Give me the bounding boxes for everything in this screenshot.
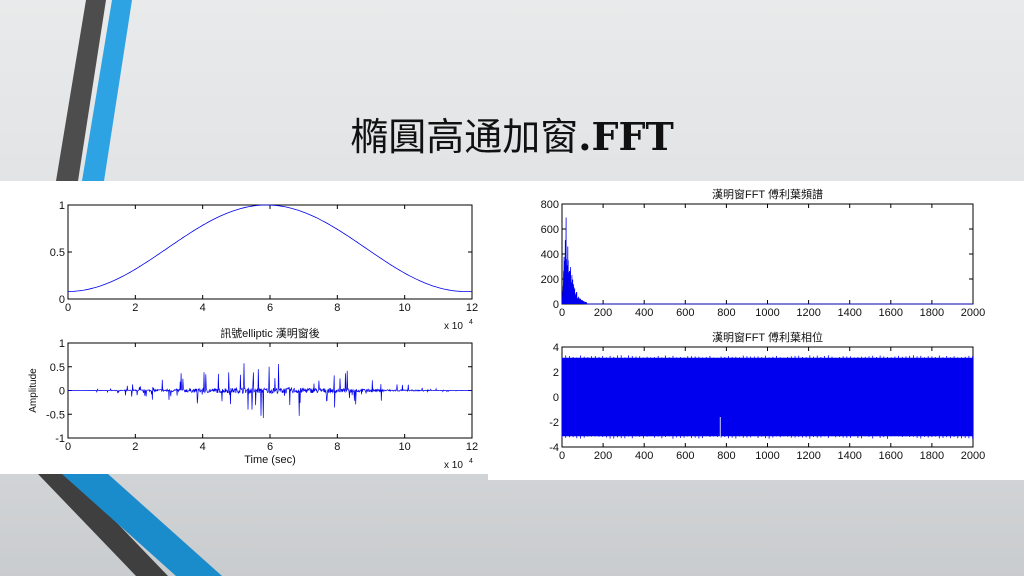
y-tick-label: -0.5 — [46, 409, 65, 421]
left-figure-panel: 0 2 4 6 8 10 12 0 0.5 1 x 10 4 0 2 4 6 8 10 12 -1 -0.5 0 0.5 1 訊… — [0, 181, 488, 474]
x-tick-label: 1800 — [920, 450, 944, 462]
x-tick-label: 0 — [559, 450, 565, 462]
y-tick-label: 1 — [59, 338, 65, 350]
x-tick-label: 2 — [132, 302, 138, 314]
right-figure-panel: 0 200 400 600 800 1000 1200 1400 1600 1800 2000 0 20… — [488, 181, 1024, 480]
x-tick-label: 4 — [200, 441, 206, 453]
x-tick-label: 6 — [267, 441, 273, 453]
series-line — [68, 363, 472, 419]
x-tick-label: 12 — [466, 302, 478, 314]
x-tick-label: 1600 — [879, 307, 903, 319]
x-multiplier-exponent: 4 — [469, 319, 473, 326]
y-tick-label: 0 — [553, 299, 559, 311]
chart-title: 訊號elliptic 漢明窗後 — [220, 326, 320, 340]
chart-4: 0 200 400 600 800 1000 1200 1400 1600 1800 2000 -4 -… — [549, 330, 985, 462]
left-figure-svg: 0 2 4 6 8 10 12 0 0.5 1 x 10 4 0 2 4 6 8 10 12 -1 -0.5 0 0.5 1 訊… — [28, 200, 478, 471]
y-axis-label: Amplitude — [28, 368, 39, 413]
phase-fill — [562, 357, 973, 437]
chart-title: 漢明窗FFT 傅利葉頻譜 — [712, 187, 823, 201]
x-tick-label: 200 — [594, 307, 612, 319]
x-tick-label: 10 — [399, 441, 411, 453]
y-tick-label: -4 — [549, 442, 559, 454]
x-axis-label: Time (sec) — [244, 454, 296, 466]
stripe-gray-bottom — [38, 474, 168, 576]
x-tick-label: 12 — [466, 441, 478, 453]
slide-title-latin: .FFT — [578, 114, 674, 159]
y-tick-label: 0.5 — [50, 247, 65, 259]
x-tick-label: 1000 — [755, 450, 779, 462]
slide-title: 橢圓高通加窗.FFT — [0, 106, 1024, 161]
x-tick-label: 8 — [334, 302, 340, 314]
y-tick-label: 200 — [541, 274, 559, 286]
y-tick-label: 0.5 — [50, 362, 65, 374]
x-tick-label: 600 — [676, 450, 694, 462]
x-tick-label: 1200 — [796, 450, 820, 462]
slide-title-cjk: 橢圓高通加窗 — [350, 115, 579, 159]
x-tick-label: 1000 — [755, 307, 779, 319]
stripe-gray-top — [56, 0, 106, 181]
chart-3: 0 200 400 600 800 1000 1200 1400 1600 1800 2000 0 20… — [541, 187, 986, 319]
chart-title: 漢明窗FFT 傅利葉相位 — [712, 330, 823, 344]
x-tick-label: 400 — [635, 450, 653, 462]
x-tick-label: 1800 — [920, 307, 944, 319]
x-tick-label: 800 — [717, 307, 735, 319]
x-tick-label: 2 — [132, 441, 138, 453]
x-tick-label: 800 — [717, 450, 735, 462]
y-tick-label: 600 — [541, 224, 559, 236]
y-tick-label: 0 — [59, 386, 65, 398]
series-line — [561, 217, 973, 305]
x-tick-label: 600 — [676, 307, 694, 319]
x-tick-label: 1200 — [796, 307, 820, 319]
y-tick-label: -2 — [549, 417, 559, 429]
x-tick-label: 200 — [594, 450, 612, 462]
x-tick-label: 0 — [65, 441, 71, 453]
x-multiplier-label: x 10 — [444, 321, 463, 332]
x-tick-label: 2000 — [961, 450, 985, 462]
right-figure-svg: 0 200 400 600 800 1000 1200 1400 1600 1800 2000020… — [541, 187, 986, 462]
x-tick-label: 0 — [559, 307, 565, 319]
y-tick-label: 2 — [553, 367, 559, 379]
x-tick-label: 1400 — [837, 307, 861, 319]
y-tick-label: 0 — [553, 392, 559, 404]
y-tick-label: 400 — [541, 249, 559, 261]
x-tick-label: 1600 — [879, 450, 903, 462]
x-tick-label: 10 — [399, 302, 411, 314]
x-tick-label: 0 — [65, 302, 71, 314]
y-tick-label: 4 — [553, 342, 559, 354]
y-tick-label: 1 — [59, 200, 65, 212]
y-tick-label: 0 — [59, 294, 65, 306]
x-multiplier-label: x 10 — [444, 460, 463, 471]
x-tick-label: 2000 — [961, 307, 985, 319]
stripe-blue-top — [82, 0, 132, 181]
axes-box — [561, 203, 974, 305]
x-tick-label: 1400 — [837, 450, 861, 462]
y-tick-label: 800 — [541, 199, 559, 211]
y-tick-label: -1 — [55, 433, 65, 445]
x-tick-label: 6 — [267, 302, 273, 314]
stripe-blue-bottom — [62, 474, 222, 576]
axes-box — [67, 204, 473, 300]
x-multiplier-exponent: 4 — [469, 458, 473, 465]
x-tick-label: 4 — [200, 302, 206, 314]
series-line — [68, 204, 472, 292]
chart-2: 0 2 4 6 8 10 12 -1 -0.5 0 0.5 1 訊號elliptic 漢明窗後 Time … — [28, 326, 478, 471]
x-tick-label: 8 — [334, 441, 340, 453]
chart-1: 0 2 4 6 8 10 12 0 0.5 1 x 10 4 — [50, 200, 478, 332]
x-tick-label: 400 — [635, 307, 653, 319]
